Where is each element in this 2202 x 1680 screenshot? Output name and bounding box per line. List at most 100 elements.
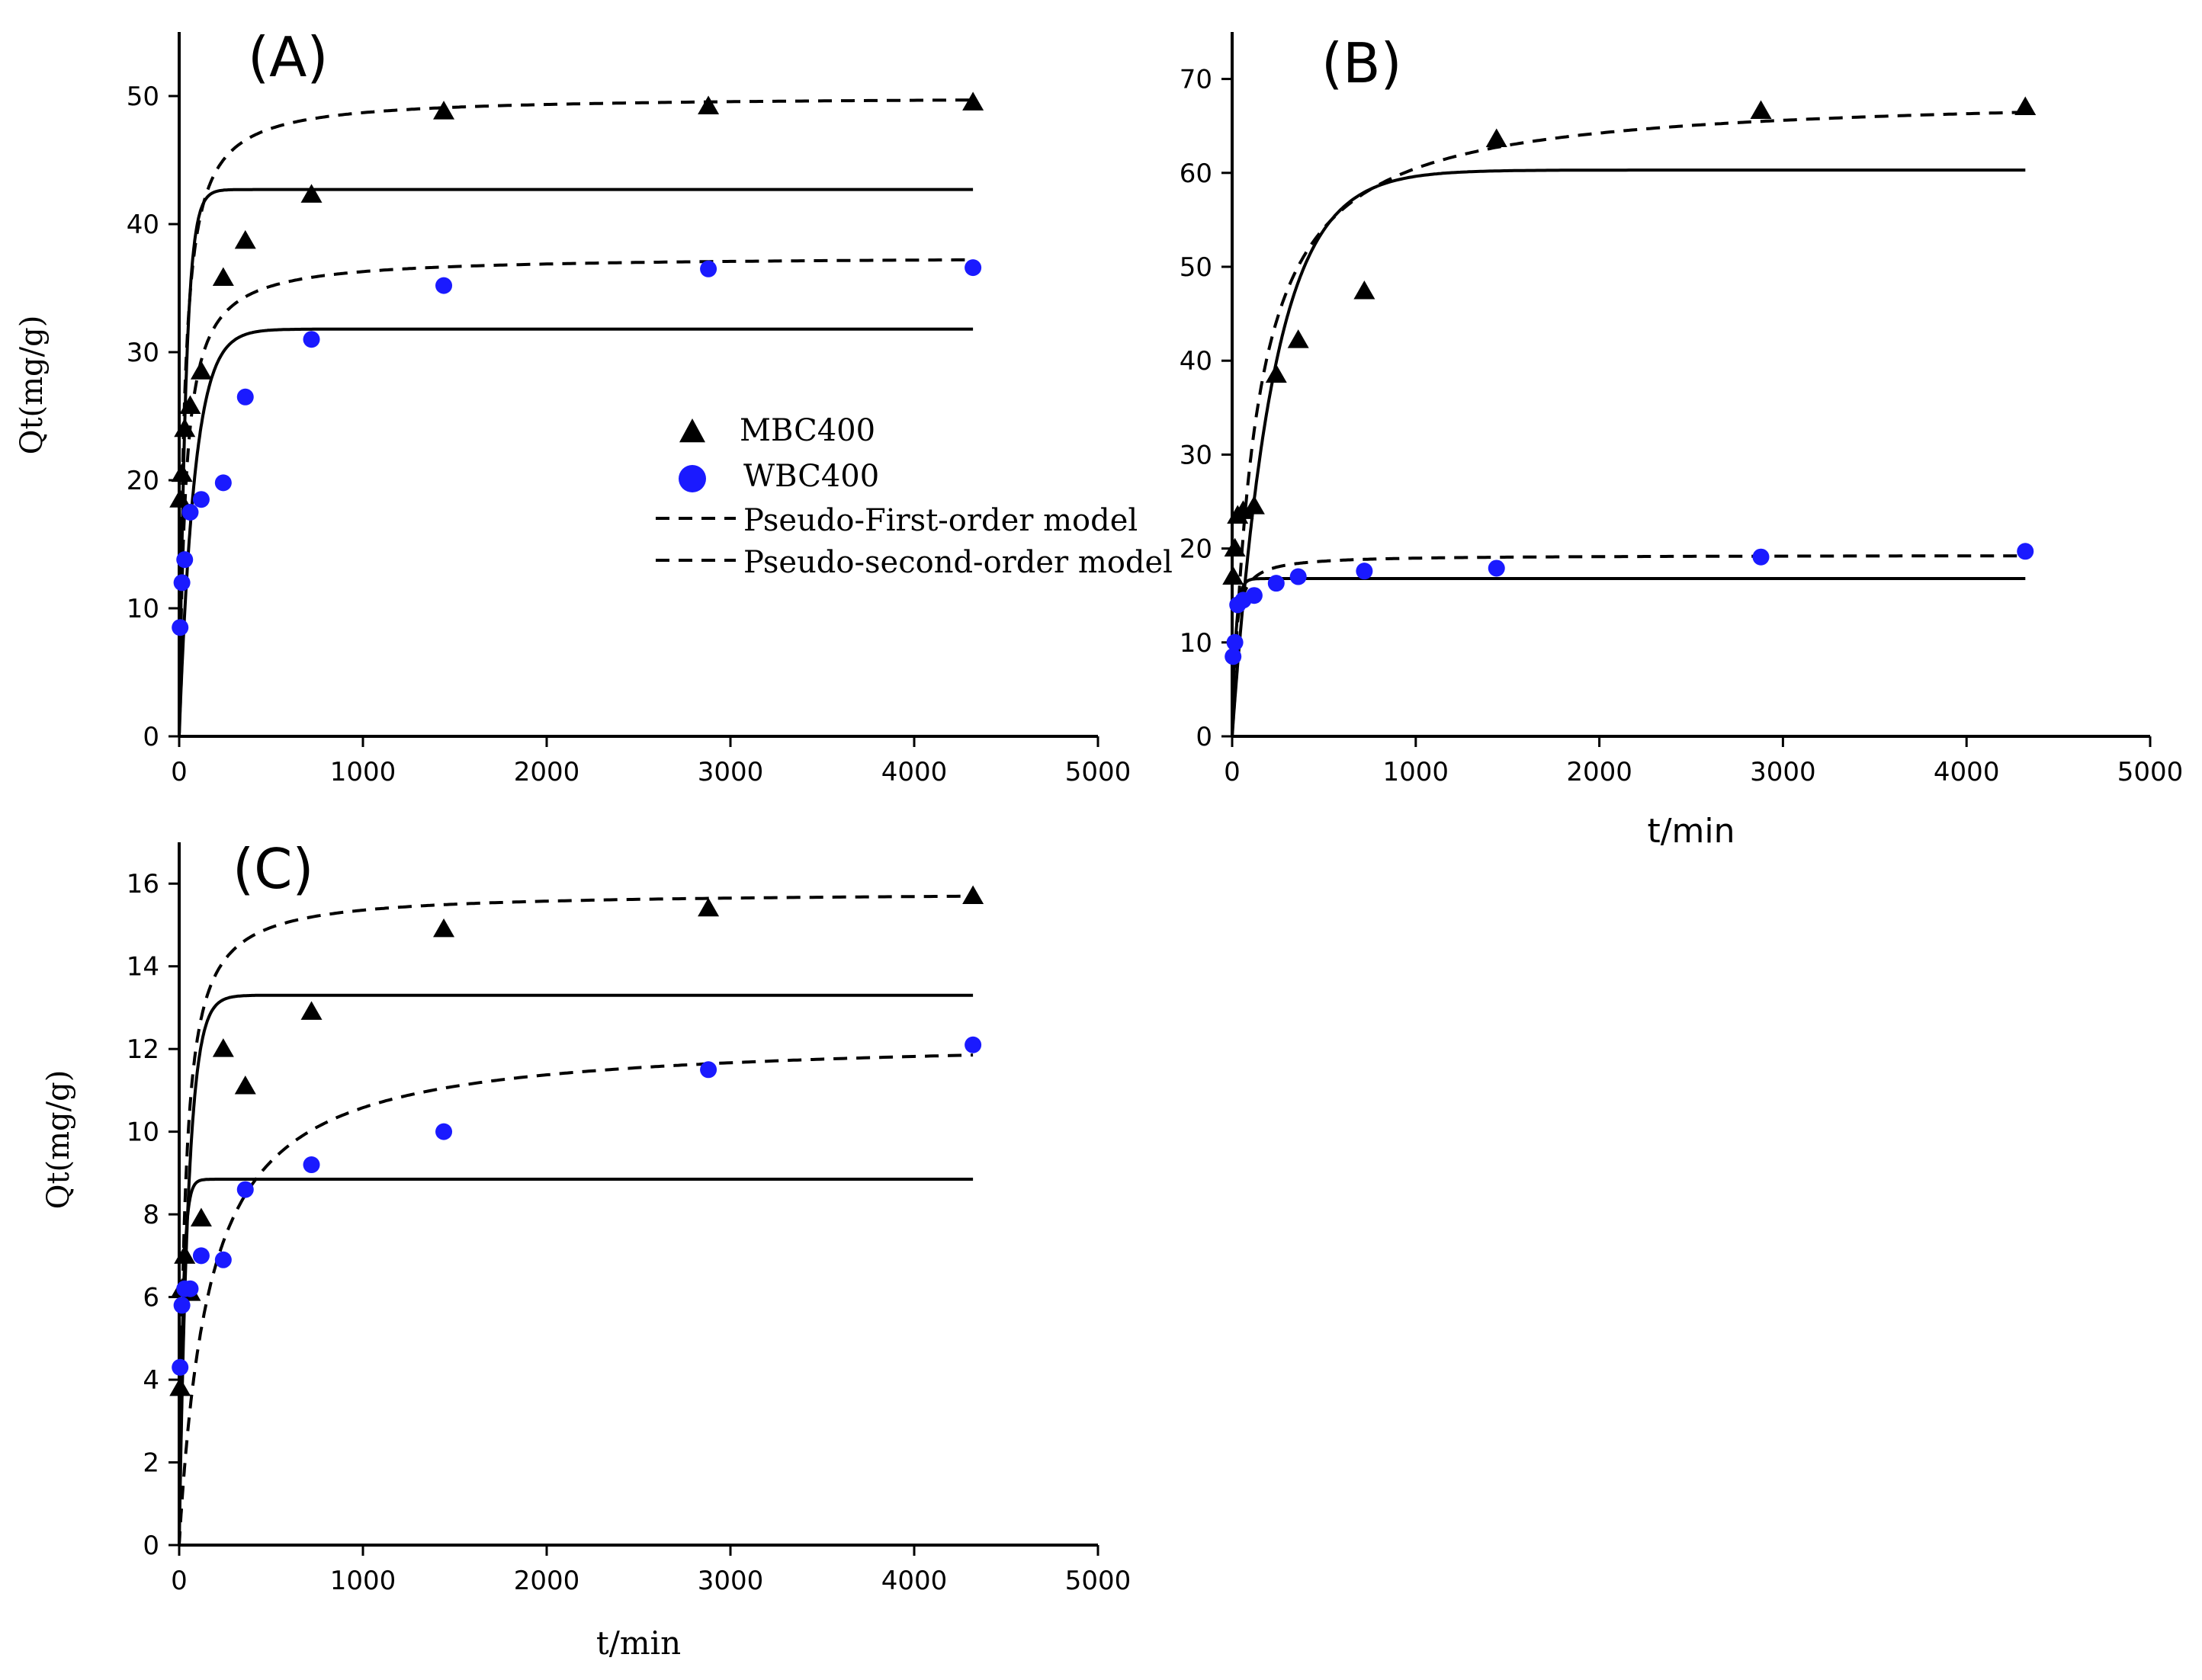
wbc400-point xyxy=(965,1036,982,1053)
mbc400-point xyxy=(2014,96,2037,116)
panel-c: 0 1000 2000 3000 4000 5000 0 2 4 6 8 10 12 14 16 (C) Qt(… xyxy=(41,837,1131,1662)
x-tick-label: 0 xyxy=(171,757,188,787)
y-tick-label: 40 xyxy=(127,210,159,240)
wbc400-point xyxy=(1225,648,1242,665)
legend: MBC400 WBC400 Pseudo-First-order model Pseu… xyxy=(656,413,1173,580)
wbc400-pseudo-first-order-model-curve xyxy=(1231,577,2026,736)
wbc400-point xyxy=(1226,633,1244,651)
wbc400-point xyxy=(173,1297,191,1314)
mbc400-point xyxy=(1265,364,1287,383)
mbc400-point xyxy=(174,418,196,438)
wbc400-point xyxy=(435,1123,453,1140)
x-tick-label: 0 xyxy=(1224,757,1241,787)
y-tick-label: 20 xyxy=(1180,534,1212,565)
x-tick-label: 4000 xyxy=(881,757,948,787)
legend-label: MBC400 xyxy=(740,413,875,448)
mbc400-point xyxy=(1243,495,1265,515)
wbc400-point xyxy=(1267,575,1285,592)
wbc400-point xyxy=(1289,568,1307,585)
y-tick-label: 12 xyxy=(127,1034,159,1065)
y-tick-label: 10 xyxy=(127,1117,159,1148)
x-tick-label: 5000 xyxy=(1065,757,1131,787)
panel-b: 0 1000 2000 3000 4000 5000 0 10 20 30 40 50 60 70 (B) t… xyxy=(1180,31,2184,851)
y-tick-label: 0 xyxy=(143,722,159,752)
y-tick-label: 10 xyxy=(127,594,159,624)
wbc400-point xyxy=(192,1247,210,1265)
x-tick-label: 1000 xyxy=(1383,757,1449,787)
wbc400-pseudo-second-order-model-curve xyxy=(178,1053,974,1545)
panel-title: (A) xyxy=(248,25,328,89)
wbc400-point xyxy=(2017,543,2034,560)
x-tick-label: 4000 xyxy=(881,1566,948,1596)
mbc400-point xyxy=(300,184,323,203)
mbc400-point xyxy=(234,1075,256,1095)
mbc400-pseudo-second-order-model-curve xyxy=(178,894,974,1545)
mbc400-point xyxy=(179,395,201,415)
y-tick-label: 6 xyxy=(143,1283,159,1313)
y-tick-label: 10 xyxy=(1180,628,1212,659)
wbc400-pseudo-first-order-model-curve xyxy=(178,1178,974,1545)
mbc400-point xyxy=(1353,281,1375,300)
x-tick-label: 0 xyxy=(171,1566,188,1596)
mbc400-point xyxy=(171,463,193,483)
wbc400-point xyxy=(1488,559,1505,577)
x-tick-label: 2000 xyxy=(514,757,580,787)
legend-label: Pseudo-second-order model xyxy=(743,545,1173,580)
mbc400-point xyxy=(433,918,455,938)
panel-title: (B) xyxy=(1321,31,1402,95)
wbc400-point xyxy=(172,1358,189,1376)
wbc400-point xyxy=(236,1181,254,1198)
x-tick-label: 3000 xyxy=(698,757,764,787)
y-tick-label: 4 xyxy=(143,1365,159,1396)
y-tick-label: 60 xyxy=(1180,159,1212,189)
mbc400-point xyxy=(1222,566,1244,585)
y-tick-label: 2 xyxy=(143,1448,159,1479)
wbc400-point xyxy=(173,574,191,592)
wbc400-pseudo-first-order-model-curve xyxy=(178,327,974,736)
mbc400-point xyxy=(1287,329,1309,348)
panel-title: (C) xyxy=(233,837,313,901)
mbc400-pseudo-first-order-model-curve xyxy=(178,188,974,736)
mbc400-point xyxy=(698,897,720,917)
mbc400-point xyxy=(1224,537,1246,557)
mbc400-point xyxy=(190,1207,212,1227)
mbc400-point xyxy=(169,489,191,508)
wbc400-point xyxy=(435,277,453,294)
wbc400-point xyxy=(303,331,320,348)
y-tick-label: 14 xyxy=(127,952,159,983)
mbc400-point xyxy=(1485,128,1507,147)
x-tick-label: 3000 xyxy=(1750,757,1816,787)
mbc400-point xyxy=(698,95,720,114)
y-tick-label: 50 xyxy=(127,82,159,112)
wbc400-point xyxy=(172,619,189,636)
mbc400-point xyxy=(190,361,212,380)
wbc400-pseudo-second-order-model-curve xyxy=(1231,554,2026,736)
y-tick-label: 20 xyxy=(127,466,159,496)
y-tick-label: 8 xyxy=(143,1200,159,1230)
mbc400-pseudo-second-order-model-curve xyxy=(1231,111,2026,736)
mbc400-point xyxy=(962,885,984,905)
wbc400-point xyxy=(236,388,254,406)
y-tick-label: 40 xyxy=(1180,346,1212,377)
legend-label: Pseudo-First-order model xyxy=(743,503,1138,538)
wbc400-point xyxy=(181,504,199,521)
wbc400-point xyxy=(214,1251,232,1268)
y-tick-label: 30 xyxy=(127,338,159,368)
x-tick-label: 5000 xyxy=(2117,757,2184,787)
y-tick-label: 30 xyxy=(1180,440,1212,470)
mbc400-point xyxy=(212,1038,234,1057)
x-tick-label: 1000 xyxy=(330,757,396,787)
y-tick-label: 50 xyxy=(1180,252,1212,283)
y-axis-label: Qt(mg/g) xyxy=(41,1070,76,1210)
mbc400-point xyxy=(962,91,984,111)
wbc400-pseudo-second-order-model-curve xyxy=(178,258,974,736)
mbc400-point xyxy=(300,1001,323,1020)
wbc400-point xyxy=(1356,563,1373,580)
y-tick-label: 0 xyxy=(143,1531,159,1561)
legend-triangle-icon xyxy=(679,418,705,443)
x-tick-label: 1000 xyxy=(330,1566,396,1596)
wbc400-point xyxy=(176,551,194,569)
mbc400-point xyxy=(169,1377,191,1396)
mbc400-point xyxy=(433,101,455,120)
